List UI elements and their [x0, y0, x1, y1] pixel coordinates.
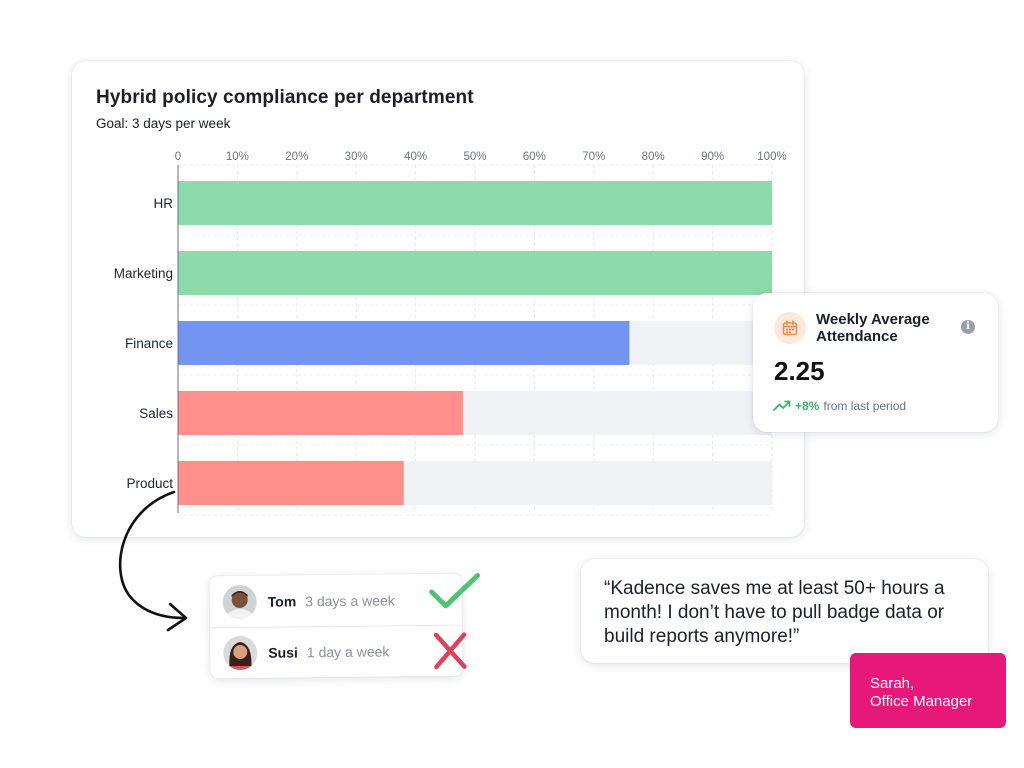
trend-up-icon [773, 400, 791, 411]
list-item: Susi 1 day a week [210, 625, 467, 679]
x-tick-label: 100% [757, 151, 786, 163]
x-tick-label: 0 [175, 151, 181, 163]
stat-title: Weekly Average Attendance [816, 311, 930, 345]
list-item: Tom 3 days a week [209, 573, 480, 629]
x-tick-label: 70% [582, 151, 605, 163]
x-tick-label: 80% [642, 151, 665, 163]
chart-subtitle: Goal: 3 days per week [96, 116, 231, 131]
calendar-icon [774, 312, 806, 344]
category-label: Finance [125, 336, 173, 351]
category-label: HR [154, 196, 174, 211]
x-tick-label: 90% [701, 151, 724, 163]
bar [178, 461, 404, 505]
curved-arrow-icon [118, 490, 188, 632]
category-label: Marketing [114, 266, 173, 281]
people-card: Tom 3 days a week Susi 1 day a week [209, 573, 480, 679]
author-role: Office Manager [870, 693, 973, 710]
category-label: Sales [139, 406, 173, 421]
chart-title: Hybrid policy compliance per department [96, 87, 474, 108]
stat-trend: +8% from last period [773, 399, 906, 413]
author-badge: Sarah, Office Manager [850, 653, 1006, 728]
check-icon [429, 573, 480, 609]
bar-chart: 0 10% 20% 30% 40% 50% 60% 70% 80% 90% 100% HR Market… [114, 151, 787, 516]
person-name: Tom [267, 592, 297, 610]
person-attendance: 1 day a week [306, 642, 390, 660]
cross-icon [433, 632, 467, 670]
bar [178, 181, 772, 225]
author-name: Sarah, [870, 675, 915, 692]
info-icon[interactable]: i [961, 320, 975, 334]
testimonial-quote: “Kadence saves me at least 50+ hours a m… [604, 578, 945, 647]
bar [178, 251, 772, 295]
stat-card: Weekly Average Attendance i 2.25 +8% fro… [753, 293, 998, 432]
avatar [223, 635, 258, 670]
category-label: Product [126, 476, 173, 491]
stat-change: +8% [795, 399, 820, 413]
stat-change-note: from last period [823, 399, 907, 413]
person-attendance: 3 days a week [305, 591, 395, 609]
person-name: Susi [268, 643, 298, 661]
stat-value: 2.25 [774, 356, 825, 386]
x-tick-label: 50% [463, 151, 486, 163]
x-tick-label: 10% [226, 151, 249, 163]
chart-card: Hybrid policy compliance per department … [72, 61, 804, 537]
testimonial-card: “Kadence saves me at least 50+ hours a m… [581, 559, 988, 663]
x-tick-label: 40% [404, 151, 427, 163]
bar [178, 321, 630, 365]
bar [178, 391, 464, 435]
x-tick-label: 60% [523, 151, 546, 163]
avatar [222, 584, 257, 619]
x-tick-label: 20% [285, 151, 308, 163]
x-tick-label: 30% [345, 151, 368, 163]
